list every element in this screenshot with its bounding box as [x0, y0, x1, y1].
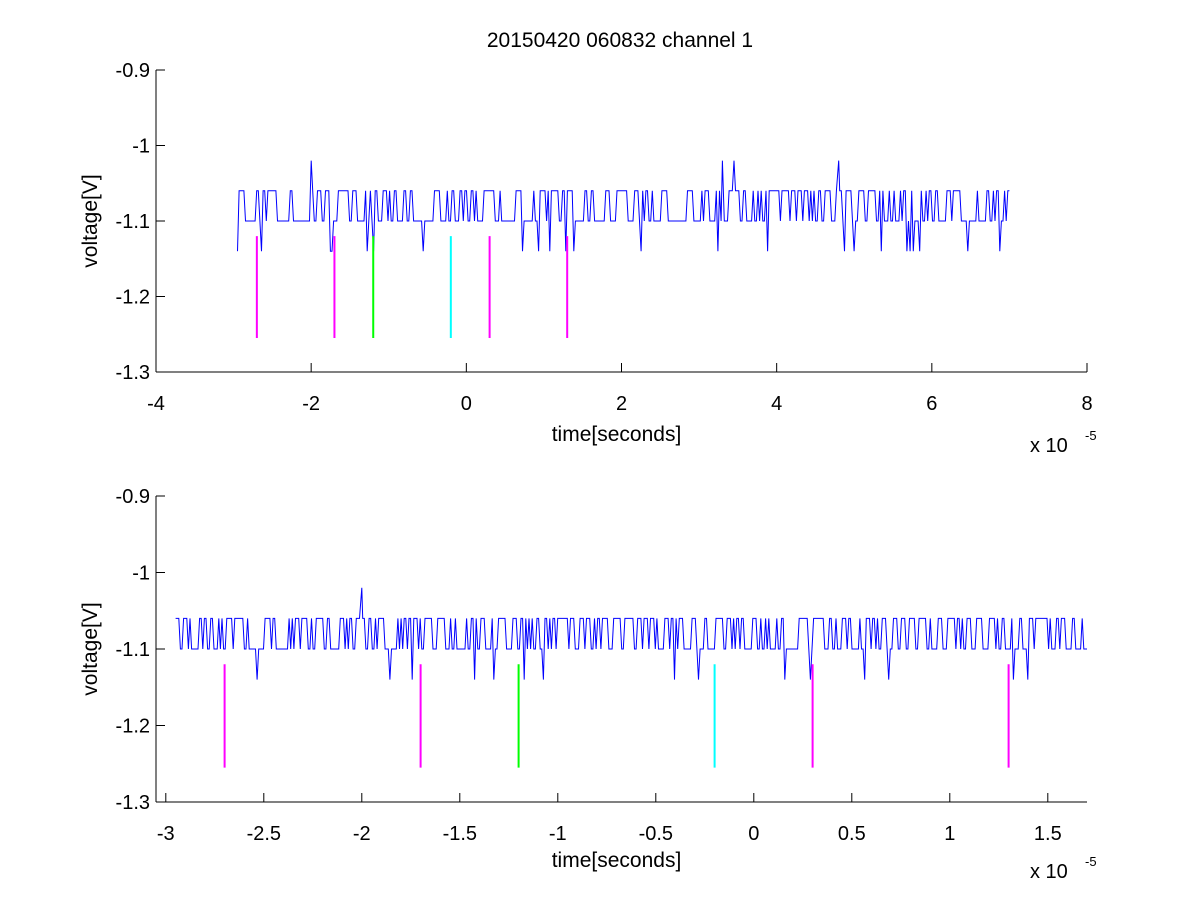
x-tick-label: 0: [748, 823, 759, 845]
x-exponent-value: -5: [1085, 428, 1097, 443]
x-tick-label: 0.5: [838, 823, 866, 845]
voltage-trace: [237, 160, 1010, 252]
x-tick-label: 0: [461, 393, 472, 415]
x-tick-label: -2.5: [247, 823, 281, 845]
y-axis-label: voltage[V]: [79, 602, 102, 695]
subplot-2: -0.9 -1 -1.1 -1.2 -1.3 -3 -2.5 -2 -1.5 -1 -0.5 0 0.5…: [79, 486, 1097, 883]
y-axis-label: voltage[V]: [79, 174, 102, 267]
x-exponent-value: -5: [1085, 854, 1097, 869]
subplot-1: -0.9 -1 -1.1 -1.2 -1.3 -4 -2 0 2 4 6 8 time[seconds]…: [79, 60, 1097, 457]
y-tick-label: -1: [132, 136, 150, 158]
x-tick-label: -4: [147, 393, 165, 415]
x-axis-label: time[seconds]: [552, 849, 682, 872]
y-tick-label: -1.2: [116, 287, 150, 309]
x-axis-label: time[seconds]: [552, 423, 682, 446]
x-tick-label: -2: [302, 393, 320, 415]
y-tick-label: -0.9: [116, 60, 150, 82]
y-tick-label: -0.9: [116, 486, 150, 508]
figure-title: 20150420 060832 channel 1: [487, 29, 753, 52]
x-exponent-label: x 10: [1030, 435, 1068, 457]
y-tick-label: -1.3: [116, 792, 150, 814]
y-tick-label: -1.1: [116, 639, 150, 661]
y-tick-label: -1.2: [116, 716, 150, 738]
x-tick-label: -1.5: [443, 823, 477, 845]
x-tick-label: -0.5: [639, 823, 673, 845]
x-tick-label: 8: [1081, 393, 1092, 415]
y-tick-label: -1.3: [116, 362, 150, 384]
plots: -0.9 -1 -1.1 -1.2 -1.3 -4 -2 0 2 4 6 8 time[seconds]…: [79, 60, 1097, 883]
x-tick-label: 2: [616, 393, 627, 415]
x-tick-label: -1: [549, 823, 567, 845]
x-exponent-label: x 10: [1030, 861, 1068, 883]
y-tick-label: -1: [132, 563, 150, 585]
x-tick-label: 6: [926, 393, 937, 415]
x-tick-label: -3: [157, 823, 175, 845]
x-tick-label: 1: [944, 823, 955, 845]
x-tick-label: -2: [353, 823, 371, 845]
x-tick-label: 4: [771, 393, 782, 415]
voltage-trace: [175, 587, 1087, 680]
y-tick-label: -1.1: [116, 211, 150, 233]
x-tick-label: 1.5: [1034, 823, 1062, 845]
